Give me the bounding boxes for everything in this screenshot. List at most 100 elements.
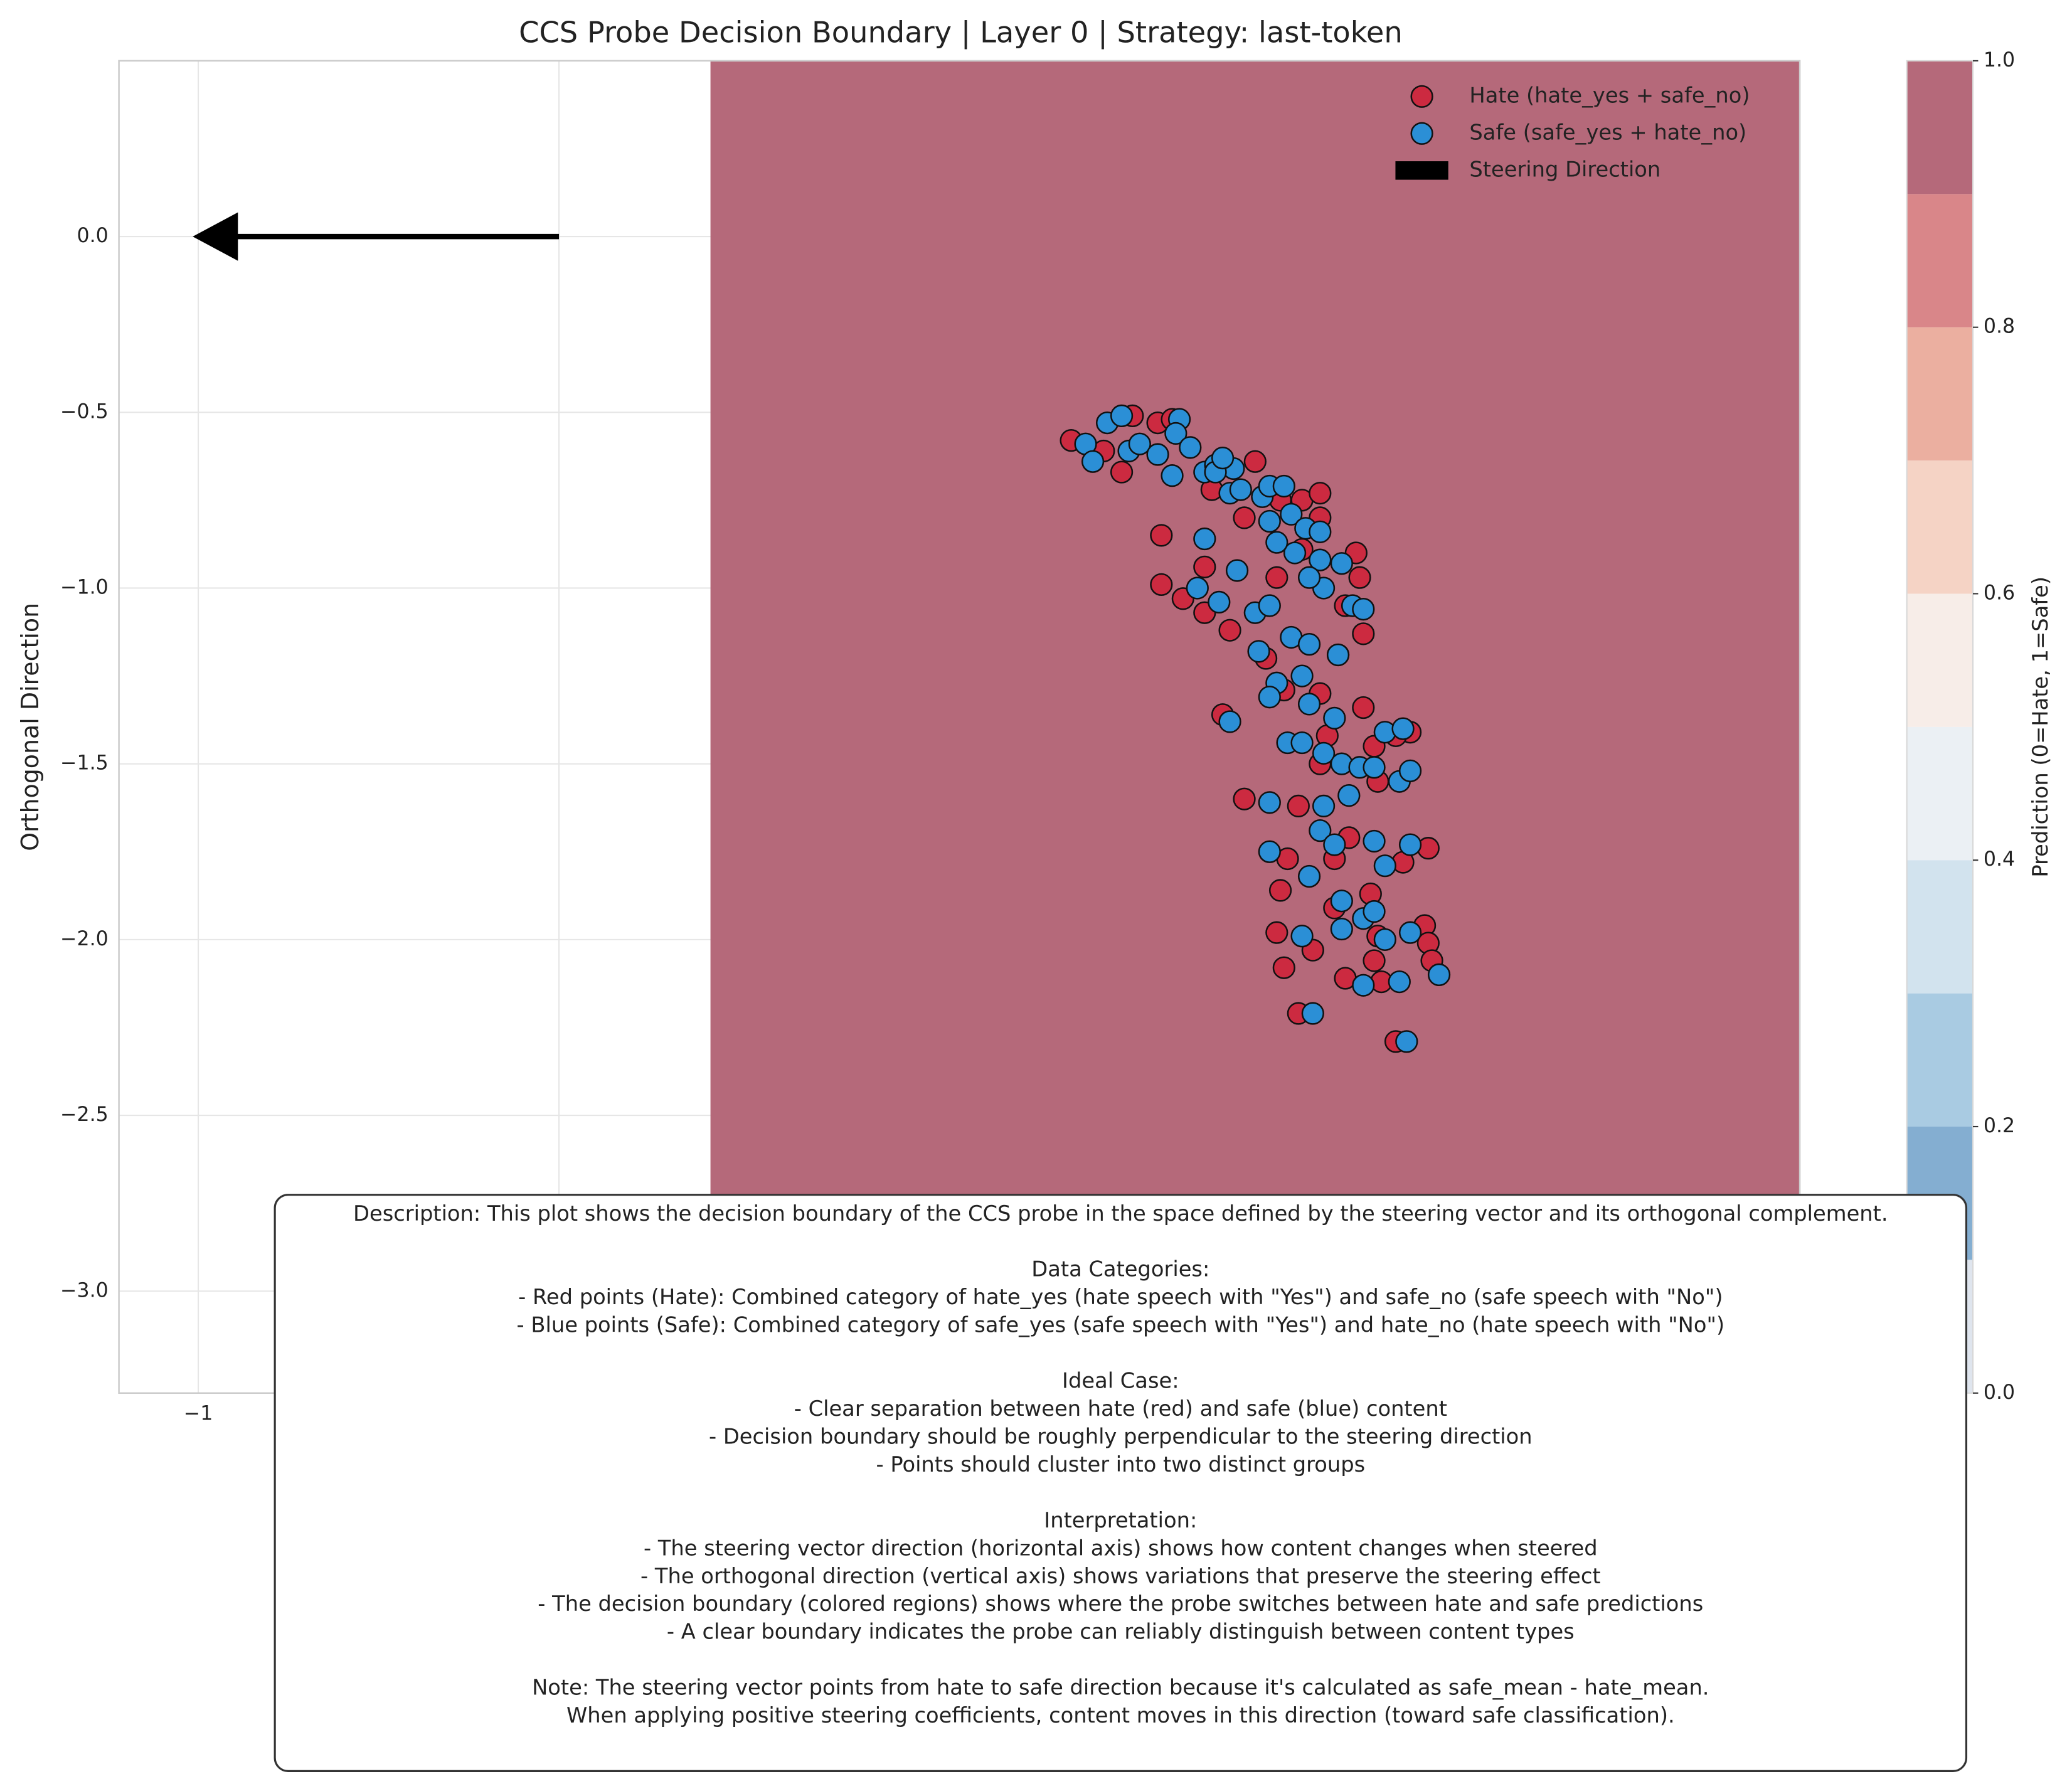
scatter-point [1287, 794, 1310, 818]
scatter-point [1352, 622, 1375, 645]
scatter-point [1427, 963, 1451, 987]
colorbar-level [1906, 460, 1974, 594]
scatter-point [1243, 450, 1267, 473]
scatter-point [1146, 443, 1169, 466]
scatter-point [1297, 864, 1321, 888]
annotation-box [274, 1194, 1968, 1772]
scatter-point [1280, 502, 1303, 526]
scatter-point [1186, 576, 1209, 600]
scatter-point [1297, 693, 1321, 716]
scatter-point [1301, 1002, 1324, 1025]
scatter-point [1272, 956, 1295, 979]
annotation-text: - Decision boundary should be roughly pe… [709, 1424, 1533, 1448]
scatter-point [1290, 731, 1314, 755]
scatter-point [1229, 478, 1252, 501]
y-tick-label: 0.0 [77, 225, 108, 247]
scatter-point [1297, 633, 1321, 656]
annotation-text: - Blue points (Safe): Combined category … [517, 1313, 1725, 1337]
scatter-point [1395, 1030, 1418, 1053]
scatter-point [1110, 404, 1134, 428]
scatter-point [1309, 482, 1332, 505]
scatter-point [1233, 506, 1256, 529]
scatter-point [1352, 696, 1375, 720]
y-tick-label: −0.5 [60, 400, 109, 423]
annotation-text: - The orthogonal direction (vertical axi… [640, 1564, 1601, 1588]
scatter-point [1398, 759, 1422, 783]
scatter-point [1348, 566, 1371, 589]
scatter-point [1323, 833, 1346, 856]
scatter-point [1265, 531, 1288, 554]
y-tick-label: −3.0 [60, 1279, 109, 1302]
decision-region [710, 60, 1800, 1393]
colorbar-tick-label: 0.2 [1984, 1115, 2015, 1137]
scatter-point [1373, 928, 1396, 951]
annotation-text: Description: This plot shows the decisio… [353, 1201, 1888, 1226]
scatter-point [1150, 573, 1173, 597]
y-tick-label: −2.5 [60, 1103, 109, 1126]
scatter-point [1265, 921, 1288, 944]
legend-marker [1410, 85, 1433, 108]
scatter-point [1161, 464, 1184, 487]
scatter-point [1128, 432, 1151, 455]
colorbar-level [1906, 993, 1974, 1127]
annotation-text: Interpretation: [1044, 1508, 1197, 1532]
scatter-point [1363, 949, 1386, 972]
legend-marker [1395, 161, 1448, 180]
scatter-point [1326, 643, 1350, 667]
colorbar-tick-label: 0.8 [1984, 316, 2015, 338]
colorbar-level [1906, 194, 1974, 327]
scatter-point [1283, 541, 1307, 565]
scatter-point [1352, 974, 1375, 997]
y-tick-label: −2.0 [60, 928, 109, 950]
colorbar-label: Prediction (0=Hate, 1=Safe) [2028, 576, 2053, 878]
scatter-point [1363, 756, 1386, 779]
scatter-point [1398, 921, 1422, 944]
scatter-point [1258, 791, 1281, 814]
colorbar-level [1906, 726, 1974, 861]
colorbar-tick-label: 0.4 [1984, 848, 2015, 871]
y-tick-label: −1.0 [60, 576, 109, 598]
scatter-point [1247, 640, 1270, 663]
scatter-point [1225, 559, 1249, 582]
scatter-point [1164, 422, 1187, 445]
scatter-point [1150, 524, 1173, 547]
scatter-point [1352, 597, 1375, 621]
annotation-text: Ideal Case: [1062, 1369, 1179, 1393]
annotation-text: Data Categories: [1031, 1257, 1209, 1282]
x-tick-label: −1 [184, 1402, 213, 1425]
annotation-text: Note: The steering vector points from ha… [532, 1675, 1709, 1700]
scatter-point [1363, 900, 1386, 923]
legend-label: Steering Direction [1469, 157, 1660, 181]
scatter-point [1297, 566, 1321, 589]
annotation-text: - A clear boundary indicates the probe c… [667, 1620, 1575, 1644]
annotation-text: - The steering vector direction (horizon… [644, 1536, 1598, 1560]
scatter-point [1398, 833, 1422, 856]
legend-label: Safe (safe_yes + hate_no) [1469, 120, 1746, 144]
scatter-point [1258, 594, 1281, 617]
scatter-point [1373, 854, 1396, 878]
scatter-point [1258, 840, 1281, 863]
annotation-text: - Clear separation between hate (red) an… [794, 1396, 1447, 1421]
colorbar-tick-label: 0.0 [1984, 1381, 2015, 1404]
colorbar-level [1906, 60, 1974, 194]
colorbar-level [1906, 593, 1974, 727]
scatter-point [1081, 450, 1105, 473]
scatter-point [1290, 664, 1314, 688]
annotation-text: - Points should cluster into two distinc… [876, 1452, 1366, 1477]
scatter-point [1218, 619, 1241, 642]
scatter-point [1179, 436, 1202, 459]
scatter-point [1268, 879, 1292, 902]
steering-arrow [193, 212, 560, 261]
scatter-point [1265, 566, 1288, 589]
legend-marker [1410, 122, 1433, 145]
scatter-point [1290, 925, 1314, 948]
scatter-point [1323, 706, 1346, 730]
colorbar-level [1906, 327, 1974, 461]
scatter-point [1211, 447, 1235, 470]
scatter-point [1208, 590, 1231, 614]
scatter-point [1233, 787, 1256, 810]
scatter-point [1218, 710, 1241, 733]
legend-label: Hate (hate_yes + safe_no) [1469, 83, 1750, 107]
